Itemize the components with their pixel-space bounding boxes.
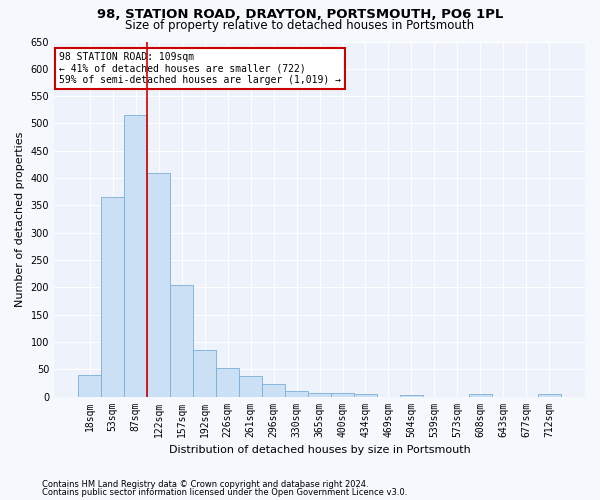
- Y-axis label: Number of detached properties: Number of detached properties: [15, 132, 25, 306]
- Bar: [170, 284, 193, 397]
- Bar: [469, 394, 492, 396]
- Text: 98 STATION ROAD: 109sqm
← 41% of detached houses are smaller (722)
59% of semi-d: 98 STATION ROAD: 109sqm ← 41% of detache…: [59, 52, 341, 86]
- Text: Contains HM Land Registry data © Crown copyright and database right 2024.: Contains HM Land Registry data © Crown c…: [42, 480, 368, 489]
- X-axis label: Distribution of detached houses by size in Portsmouth: Distribution of detached houses by size …: [169, 445, 470, 455]
- Bar: [354, 394, 377, 396]
- Bar: [262, 384, 285, 396]
- Bar: [193, 350, 216, 397]
- Text: Contains public sector information licensed under the Open Government Licence v3: Contains public sector information licen…: [42, 488, 407, 497]
- Text: 98, STATION ROAD, DRAYTON, PORTSMOUTH, PO6 1PL: 98, STATION ROAD, DRAYTON, PORTSMOUTH, P…: [97, 8, 503, 20]
- Bar: [101, 197, 124, 396]
- Bar: [285, 391, 308, 396]
- Bar: [331, 392, 354, 396]
- Bar: [216, 368, 239, 396]
- Text: Size of property relative to detached houses in Portsmouth: Size of property relative to detached ho…: [125, 18, 475, 32]
- Bar: [538, 394, 561, 396]
- Bar: [124, 115, 147, 396]
- Bar: [78, 374, 101, 396]
- Bar: [147, 172, 170, 396]
- Bar: [400, 395, 423, 396]
- Bar: [239, 376, 262, 396]
- Bar: [308, 392, 331, 396]
